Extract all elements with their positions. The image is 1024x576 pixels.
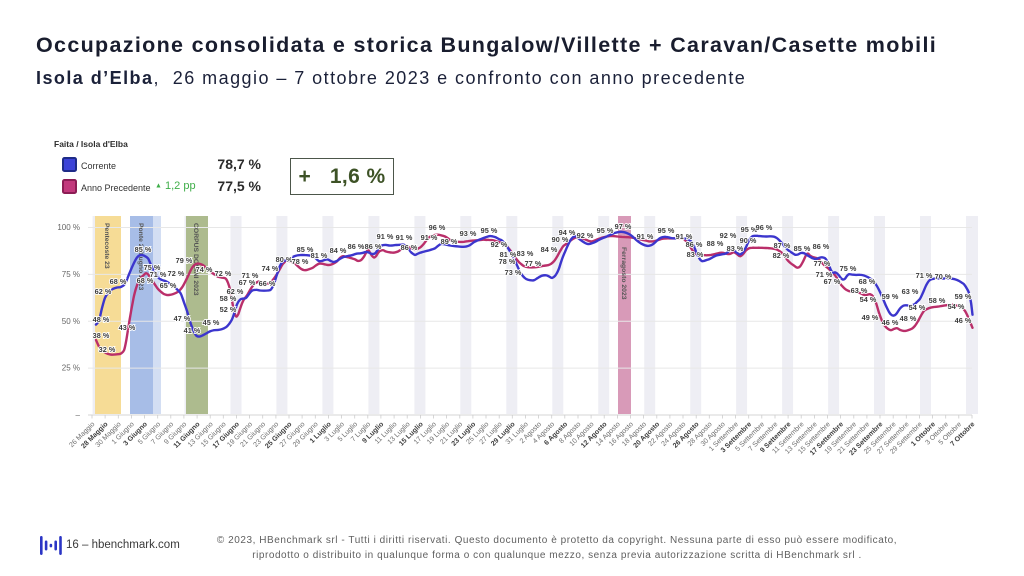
svg-text:77 %: 77 % <box>525 259 542 268</box>
svg-text:75 %: 75 % <box>62 270 80 279</box>
svg-text:67 %: 67 % <box>824 277 841 286</box>
svg-text:72 %: 72 % <box>168 269 185 278</box>
svg-text:95 %: 95 % <box>597 226 614 235</box>
svg-text:91 %: 91 % <box>421 233 438 242</box>
svg-text:50 %: 50 % <box>62 317 80 326</box>
svg-text:41 %: 41 % <box>184 326 201 335</box>
svg-text:96 %: 96 % <box>429 223 446 232</box>
svg-text:83 %: 83 % <box>517 249 534 258</box>
svg-text:86 %: 86 % <box>365 242 382 251</box>
svg-text:86 %: 86 % <box>401 243 418 252</box>
svg-text:46 %: 46 % <box>882 318 899 327</box>
svg-text:52 %: 52 % <box>220 305 237 314</box>
svg-text:91 %: 91 % <box>637 232 654 241</box>
svg-text:68 %: 68 % <box>137 276 154 285</box>
svg-text:58 %: 58 % <box>929 296 946 305</box>
svg-text:81 %: 81 % <box>311 251 328 260</box>
svg-text:77 %: 77 % <box>814 259 831 268</box>
svg-text:82 %: 82 % <box>773 251 790 260</box>
svg-text:Pentecoste 23: Pentecoste 23 <box>103 223 110 269</box>
svg-text:48 %: 48 % <box>93 315 110 324</box>
svg-text:Ferragosto 2023: Ferragosto 2023 <box>620 247 627 300</box>
svg-text:71 %: 71 % <box>916 271 933 280</box>
svg-text:90 %: 90 % <box>552 235 569 244</box>
svg-text:91 %: 91 % <box>676 232 693 241</box>
svg-text:94 %: 94 % <box>559 228 576 237</box>
svg-text:88 %: 88 % <box>707 239 724 248</box>
svg-text:49 %: 49 % <box>862 313 879 322</box>
svg-text:91 %: 91 % <box>396 233 413 242</box>
svg-text:73 %: 73 % <box>505 268 522 277</box>
svg-text:66 %: 66 % <box>259 279 276 288</box>
svg-text:54 %: 54 % <box>909 303 926 312</box>
svg-text:54 %: 54 % <box>860 295 877 304</box>
svg-text:92 %: 92 % <box>491 240 508 249</box>
svg-text:Ponte 2 Giugno 2023: Ponte 2 Giugno 2023 <box>137 223 144 290</box>
svg-text:71 %: 71 % <box>816 270 833 279</box>
svg-text:25 %: 25 % <box>62 364 80 373</box>
svg-text:62 %: 62 % <box>95 287 112 296</box>
svg-text:86 %: 86 % <box>813 242 830 251</box>
svg-text:83 %: 83 % <box>727 244 744 253</box>
svg-text:59 %: 59 % <box>882 292 899 301</box>
svg-text:92 %: 92 % <box>720 231 737 240</box>
svg-text:70 %: 70 % <box>935 272 952 281</box>
svg-text:43 %: 43 % <box>119 323 136 332</box>
svg-text:65 %: 65 % <box>160 281 177 290</box>
svg-text:95 %: 95 % <box>741 225 758 234</box>
svg-text:48 %: 48 % <box>900 314 917 323</box>
svg-text:90 %: 90 % <box>740 236 757 245</box>
svg-text:87 %: 87 % <box>774 241 791 250</box>
svg-text:79 %: 79 % <box>176 256 193 265</box>
svg-text:93 %: 93 % <box>460 229 477 238</box>
svg-text:89 %: 89 % <box>441 237 458 246</box>
svg-text:86 %: 86 % <box>348 242 365 251</box>
svg-text:68 %: 68 % <box>859 277 876 286</box>
svg-text:74 %: 74 % <box>196 265 213 274</box>
svg-text:78 %: 78 % <box>499 257 516 266</box>
svg-text:45 %: 45 % <box>203 318 220 327</box>
svg-text:97 %: 97 % <box>615 222 632 231</box>
svg-text:85 %: 85 % <box>297 245 314 254</box>
svg-text:71 %: 71 % <box>150 270 167 279</box>
svg-text:62 %: 62 % <box>227 287 244 296</box>
svg-text:86 %: 86 % <box>686 240 703 249</box>
svg-text:46 %: 46 % <box>955 316 972 325</box>
svg-text:91 %: 91 % <box>377 232 394 241</box>
svg-text:100 %: 100 % <box>57 223 80 232</box>
svg-text:84 %: 84 % <box>330 246 347 255</box>
svg-text:83 %: 83 % <box>687 250 704 259</box>
svg-text:75 %: 75 % <box>840 264 857 273</box>
svg-text:63 %: 63 % <box>851 286 868 295</box>
svg-text:74 %: 74 % <box>262 264 279 273</box>
svg-text:75 %: 75 % <box>144 263 161 272</box>
svg-text:84 %: 84 % <box>541 245 558 254</box>
svg-text:–: – <box>76 411 81 420</box>
svg-text:92 %: 92 % <box>577 231 594 240</box>
svg-text:78 %: 78 % <box>292 257 309 266</box>
svg-text:95 %: 95 % <box>481 226 498 235</box>
svg-text:95 %: 95 % <box>658 226 675 235</box>
svg-text:54 %: 54 % <box>948 302 965 311</box>
svg-text:59 %: 59 % <box>955 292 972 301</box>
svg-text:80 %: 80 % <box>276 255 293 264</box>
svg-text:85 %: 85 % <box>135 245 152 254</box>
svg-text:68 %: 68 % <box>110 277 127 286</box>
svg-text:72 %: 72 % <box>215 269 232 278</box>
svg-text:81 %: 81 % <box>500 250 517 259</box>
svg-text:47 %: 47 % <box>174 314 191 323</box>
svg-text:63 %: 63 % <box>902 287 919 296</box>
svg-text:58 %: 58 % <box>220 294 237 303</box>
svg-text:96 %: 96 % <box>756 223 773 232</box>
svg-text:38 %: 38 % <box>93 331 110 340</box>
svg-text:85 %: 85 % <box>794 244 811 253</box>
svg-text:71 %: 71 % <box>242 271 259 280</box>
svg-text:CORPUS DOMINI 2023: CORPUS DOMINI 2023 <box>192 223 199 296</box>
svg-text:32 %: 32 % <box>99 345 116 354</box>
svg-text:67 %: 67 % <box>239 278 256 287</box>
